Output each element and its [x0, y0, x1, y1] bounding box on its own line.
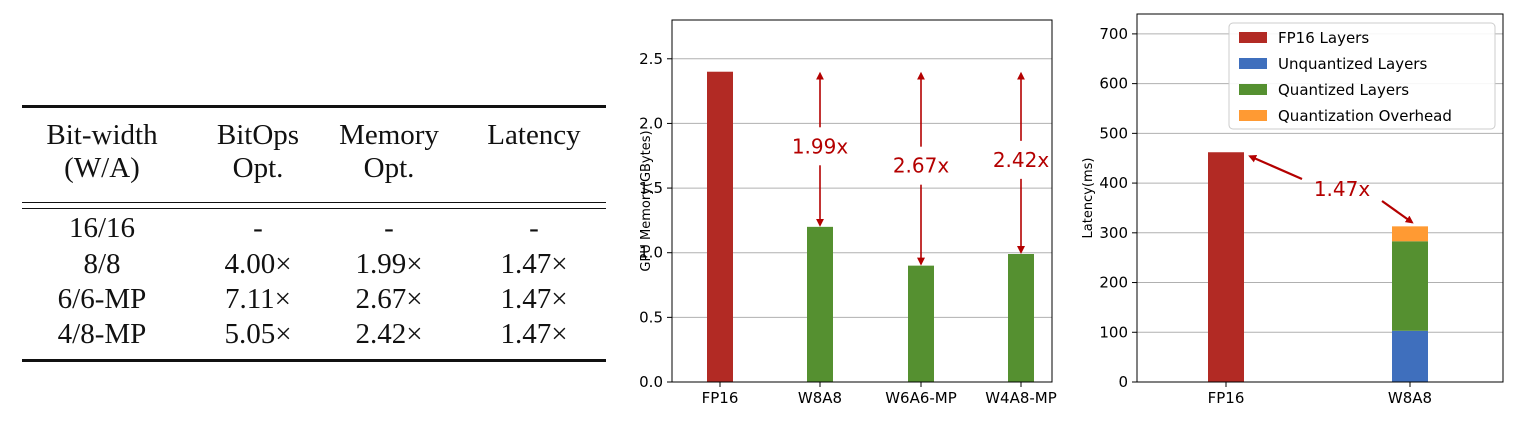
y-tick-label: 200: [1099, 274, 1128, 292]
y-tick-label: 1.5: [639, 179, 663, 197]
annotation-arrow-right: [1381, 200, 1414, 224]
table-cell: -: [253, 212, 263, 244]
y-tick-label: 0.0: [639, 373, 663, 391]
table-cell: 1.47×: [500, 283, 568, 315]
bar-segment-fp16-layers: [1208, 152, 1244, 382]
header-memory: Memory Opt.: [324, 119, 454, 185]
header-memory-line2: Opt.: [363, 152, 415, 184]
y-tick-label: 300: [1099, 224, 1128, 242]
table-cell: 6/6-MP: [57, 283, 147, 315]
bar-w6a6-mp: [908, 265, 934, 382]
table-cell: 1.47×: [500, 248, 568, 280]
y-axis-label: Latency(ms): [1081, 158, 1096, 239]
table-cell: 8/8: [83, 248, 121, 280]
y-tick-label: 400: [1099, 174, 1128, 192]
header-latency-line1: Latency: [487, 119, 581, 151]
table-top-rule: [22, 105, 606, 108]
y-tick-label: 500: [1099, 124, 1128, 142]
header-bit-width-line1: Bit-width: [46, 119, 158, 151]
table-cell: 5.05×: [224, 318, 292, 350]
x-tick-label: W6A6-MP: [885, 389, 957, 407]
header-bitops-line1: BitOps: [216, 119, 300, 151]
annotation-label: 1.47x: [1314, 177, 1371, 201]
legend-swatch: [1239, 58, 1267, 69]
table-cell: 1.99×: [355, 248, 423, 280]
y-tick-label: 600: [1099, 75, 1128, 93]
memory-chart: 0.0 0.5 1.0 1.5 2.0 2.5 FP16 W8A8 W6A6-MP W4A8-MP…: [639, 19, 1057, 407]
x-tick-label: W4A8-MP: [985, 389, 1057, 407]
latency-chart: 0 100 200 300 400 500 600 700 FP16 W8A8 Latency(ms…: [1081, 13, 1504, 407]
table-cell: -: [529, 212, 539, 244]
y-tick-label: 0.5: [639, 308, 663, 326]
y-tick-label: 2.0: [639, 114, 663, 132]
x-tick-label: W8A8: [798, 389, 842, 407]
legend-box: [1228, 22, 1496, 130]
table-cell: 2.67×: [355, 283, 423, 315]
bar-w4a8-mp: [1008, 254, 1034, 382]
y-tick-label: 1.0: [639, 244, 663, 262]
table-cell: 4/8-MP: [57, 318, 147, 350]
table-cell: 2.42×: [355, 318, 423, 350]
annotation-label: 2.42x: [993, 148, 1050, 172]
annotation-arrow-left: [1248, 154, 1303, 181]
annotation-label: 1.99x: [792, 134, 849, 158]
y-axis-label: GPU Memory(GBytes): [639, 130, 654, 271]
header-bitops: BitOps Opt.: [192, 119, 324, 185]
header-latency: Latency: [464, 119, 604, 152]
plot-frame: [1136, 13, 1504, 383]
table-cell: 1.47×: [500, 318, 568, 350]
legend-label: Quantized Layers: [1278, 81, 1409, 99]
plot-frame: [671, 19, 1053, 383]
bar-segment-quantization-overhead: [1392, 226, 1428, 242]
table-cell: 7.11×: [224, 283, 292, 315]
legend-label: Quantization Overhead: [1278, 107, 1452, 125]
legend-swatch: [1239, 84, 1267, 95]
legend-label: FP16 Layers: [1278, 29, 1369, 47]
bar-segment-quantized-layers: [1392, 241, 1428, 331]
legend-swatch: [1239, 32, 1267, 43]
annotation-label: 2.67x: [893, 154, 950, 178]
x-tick-label: W8A8: [1388, 389, 1432, 407]
y-tick-label: 700: [1099, 25, 1128, 43]
header-memory-line1: Memory: [339, 119, 439, 151]
bar-fp16: [707, 71, 733, 382]
table-header-rule-1: [22, 202, 606, 203]
x-tick-label: FP16: [1208, 389, 1245, 407]
x-tick-label: FP16: [702, 389, 739, 407]
y-tick-label: 2.5: [639, 50, 663, 68]
header-bit-width: Bit-width (W/A): [22, 119, 182, 185]
header-bitops-line2: Opt.: [232, 152, 284, 184]
table-cell: 4.00×: [224, 248, 292, 280]
bar-segment-unquantized-layers: [1392, 330, 1428, 382]
table-cell: -: [384, 212, 394, 244]
y-tick-label: 0: [1118, 373, 1128, 391]
legend-label: Unquantized Layers: [1278, 55, 1427, 73]
table-header-rule-2: [22, 208, 606, 209]
legend-swatch: [1239, 110, 1267, 121]
bar-w8a8: [807, 226, 833, 382]
header-bit-width-line2: (W/A): [64, 152, 140, 184]
table-bottom-rule: [22, 359, 606, 362]
y-tick-label: 100: [1099, 323, 1128, 341]
table-cell: 16/16: [68, 212, 136, 244]
